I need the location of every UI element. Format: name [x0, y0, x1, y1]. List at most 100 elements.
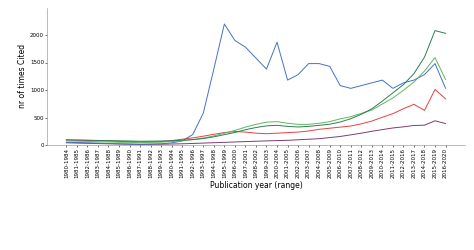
DENTISTRY, ORAL SURGERY & MEDICINE	[179, 142, 185, 145]
PEDIATRICS	[169, 140, 174, 143]
PEDIATRICS	[380, 102, 385, 106]
CLINICAL NEUROLOGY	[64, 138, 69, 141]
SURGERY	[358, 113, 364, 116]
GENETICS & HEREDITY	[306, 62, 311, 65]
PEDIATRICS	[64, 140, 69, 142]
GENETICS & HEREDITY	[221, 22, 227, 26]
PEDIATRICS	[285, 122, 291, 125]
CLINICAL NEUROLOGY	[95, 139, 101, 142]
PEDIATRICS	[127, 141, 132, 144]
GENETICS & HEREDITY	[285, 78, 291, 82]
Line: DENTISTRY, ORAL SURGERY & MEDICINE: DENTISTRY, ORAL SURGERY & MEDICINE	[66, 121, 446, 144]
GENETICS & HEREDITY	[127, 142, 132, 146]
CLINICAL NEUROLOGY	[190, 136, 196, 139]
SURGERY	[74, 138, 80, 141]
DENTISTRY, ORAL SURGERY & MEDICINE	[95, 142, 101, 145]
DENTISTRY, ORAL SURGERY & MEDICINE	[148, 143, 154, 146]
CLINICAL NEUROLOGY	[137, 140, 143, 143]
DENTISTRY, ORAL SURGERY & MEDICINE	[422, 124, 428, 127]
GENETICS & HEREDITY	[264, 68, 269, 70]
PEDIATRICS	[348, 115, 354, 118]
DENTISTRY, ORAL SURGERY & MEDICINE	[158, 143, 164, 146]
DENTISTRY, ORAL SURGERY & MEDICINE	[264, 140, 269, 142]
CLINICAL NEUROLOGY	[369, 120, 374, 122]
SURGERY	[411, 72, 417, 75]
PEDIATRICS	[337, 118, 343, 120]
SURGERY	[337, 120, 343, 124]
SURGERY	[116, 139, 122, 142]
CLINICAL NEUROLOGY	[443, 97, 448, 100]
CLINICAL NEUROLOGY	[221, 131, 227, 134]
PEDIATRICS	[221, 132, 227, 135]
PEDIATRICS	[401, 89, 406, 92]
DENTISTRY, ORAL SURGERY & MEDICINE	[137, 143, 143, 146]
CLINICAL NEUROLOGY	[327, 127, 333, 130]
Line: PEDIATRICS: PEDIATRICS	[66, 58, 446, 143]
DENTISTRY, ORAL SURGERY & MEDICINE	[232, 140, 238, 143]
CLINICAL NEUROLOGY	[211, 133, 217, 136]
DENTISTRY, ORAL SURGERY & MEDICINE	[221, 141, 227, 144]
GENETICS & HEREDITY	[443, 87, 448, 90]
DENTISTRY, ORAL SURGERY & MEDICINE	[190, 142, 196, 145]
DENTISTRY, ORAL SURGERY & MEDICINE	[169, 142, 174, 146]
CLINICAL NEUROLOGY	[169, 139, 174, 142]
GENETICS & HEREDITY	[232, 39, 238, 42]
PEDIATRICS	[390, 96, 396, 100]
SURGERY	[316, 124, 322, 127]
PEDIATRICS	[316, 122, 322, 125]
PEDIATRICS	[369, 108, 374, 112]
SURGERY	[274, 124, 280, 127]
SURGERY	[201, 137, 206, 140]
GENETICS & HEREDITY	[401, 81, 406, 84]
CLINICAL NEUROLOGY	[316, 128, 322, 131]
SURGERY	[285, 125, 291, 128]
GENETICS & HEREDITY	[358, 84, 364, 87]
PEDIATRICS	[327, 120, 333, 123]
DENTISTRY, ORAL SURGERY & MEDICINE	[106, 142, 111, 145]
GENETICS & HEREDITY	[274, 41, 280, 44]
CLINICAL NEUROLOGY	[380, 116, 385, 119]
PEDIATRICS	[148, 141, 154, 144]
DENTISTRY, ORAL SURGERY & MEDICINE	[295, 138, 301, 141]
PEDIATRICS	[232, 129, 238, 132]
DENTISTRY, ORAL SURGERY & MEDICINE	[127, 143, 132, 146]
GENETICS & HEREDITY	[116, 142, 122, 145]
PEDIATRICS	[253, 123, 259, 126]
GENETICS & HEREDITY	[106, 142, 111, 145]
CLINICAL NEUROLOGY	[264, 132, 269, 135]
SURGERY	[64, 138, 69, 141]
DENTISTRY, ORAL SURGERY & MEDICINE	[211, 141, 217, 144]
PEDIATRICS	[158, 141, 164, 144]
DENTISTRY, ORAL SURGERY & MEDICINE	[369, 130, 374, 133]
DENTISTRY, ORAL SURGERY & MEDICINE	[443, 122, 448, 125]
SURGERY	[84, 139, 90, 142]
CLINICAL NEUROLOGY	[401, 107, 406, 110]
DENTISTRY, ORAL SURGERY & MEDICINE	[401, 125, 406, 128]
PEDIATRICS	[211, 134, 217, 138]
GENETICS & HEREDITY	[201, 112, 206, 114]
GENETICS & HEREDITY	[337, 84, 343, 87]
CLINICAL NEUROLOGY	[285, 131, 291, 134]
CLINICAL NEUROLOGY	[390, 112, 396, 115]
CLINICAL NEUROLOGY	[274, 132, 280, 135]
PEDIATRICS	[264, 121, 269, 124]
DENTISTRY, ORAL SURGERY & MEDICINE	[74, 142, 80, 144]
SURGERY	[169, 139, 174, 142]
PEDIATRICS	[106, 140, 111, 143]
X-axis label: Publication year (range): Publication year (range)	[210, 181, 302, 190]
SURGERY	[348, 117, 354, 120]
PEDIATRICS	[201, 136, 206, 140]
DENTISTRY, ORAL SURGERY & MEDICINE	[432, 119, 438, 122]
Y-axis label: nr of times Cited: nr of times Cited	[18, 44, 27, 108]
SURGERY	[306, 125, 311, 128]
CLINICAL NEUROLOGY	[84, 139, 90, 142]
GENETICS & HEREDITY	[95, 142, 101, 144]
SURGERY	[295, 126, 301, 128]
GENETICS & HEREDITY	[84, 141, 90, 144]
CLINICAL NEUROLOGY	[148, 140, 154, 143]
SURGERY	[148, 140, 154, 143]
CLINICAL NEUROLOGY	[295, 130, 301, 134]
GENETICS & HEREDITY	[148, 142, 154, 146]
CLINICAL NEUROLOGY	[253, 132, 259, 135]
CLINICAL NEUROLOGY	[106, 140, 111, 142]
